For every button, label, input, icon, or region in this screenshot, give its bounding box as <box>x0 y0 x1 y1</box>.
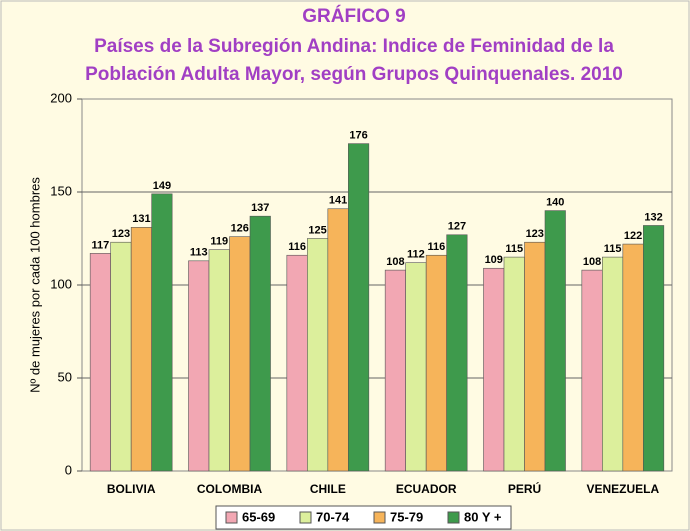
data-label: 122 <box>624 230 642 242</box>
data-label: 123 <box>112 228 130 240</box>
bar <box>327 208 349 472</box>
x-tick-label: COLOMBIA <box>197 482 263 496</box>
data-label: 108 <box>386 256 404 268</box>
bar <box>503 256 525 472</box>
y-tick-label: 200 <box>50 90 72 105</box>
data-label: 131 <box>132 213 150 225</box>
bar <box>307 238 329 472</box>
y-tick-label: 50 <box>58 369 72 384</box>
data-label: 116 <box>428 241 446 253</box>
legend-swatch <box>447 511 460 524</box>
bar <box>188 260 210 472</box>
data-label: 127 <box>448 221 466 233</box>
bar <box>405 262 427 472</box>
data-label: 119 <box>210 236 228 248</box>
data-label: 108 <box>583 256 601 268</box>
legend-swatch <box>299 511 312 524</box>
bar <box>151 193 173 472</box>
data-label: 176 <box>349 130 367 142</box>
x-tick-label: CHILE <box>310 482 346 496</box>
bar <box>446 234 468 472</box>
bar <box>249 215 271 472</box>
legend <box>215 505 512 530</box>
data-label: 137 <box>251 202 269 214</box>
data-label: 123 <box>526 228 544 240</box>
y-tick-label: 100 <box>50 276 72 291</box>
bar <box>544 210 566 472</box>
y-tick-label: 150 <box>50 183 72 198</box>
bar <box>130 227 152 472</box>
data-label: 115 <box>505 243 523 255</box>
data-label: 109 <box>485 254 503 266</box>
data-label: 117 <box>92 239 110 251</box>
y-tick-label: 0 <box>65 462 72 477</box>
x-tick-label: ECUADOR <box>396 482 457 496</box>
data-label: 125 <box>308 224 326 236</box>
bar <box>208 249 230 472</box>
data-label: 132 <box>644 211 662 223</box>
bar <box>384 269 406 472</box>
bar <box>425 254 447 472</box>
y-axis-label: Nº de mujeres por cada 100 hombres <box>27 177 42 393</box>
chart-title: GRÁFICO 9 <box>302 5 405 27</box>
legend-label: 80 Y + <box>464 509 502 524</box>
x-tick-label: BOLIVIA <box>107 482 156 496</box>
bar <box>524 241 546 472</box>
legend-swatch <box>373 511 386 524</box>
bar <box>348 143 370 472</box>
bar <box>602 256 624 472</box>
x-tick-label: PERÚ <box>508 481 541 496</box>
data-label: 116 <box>288 241 306 253</box>
data-label: 112 <box>407 249 425 261</box>
chart-subtitle: Población Adulta Mayor, según Grupos Qui… <box>85 64 623 85</box>
legend-label: 65-69 <box>242 509 275 524</box>
data-label: 140 <box>546 197 564 209</box>
bar <box>622 243 644 472</box>
chart-subtitle: Países de la Subregión Andina: Indice de… <box>94 36 614 57</box>
bar <box>89 253 111 472</box>
legend-label: 70-74 <box>316 509 350 524</box>
bar <box>110 241 132 472</box>
data-label: 113 <box>190 247 208 259</box>
legend-swatch <box>225 511 238 524</box>
data-label: 149 <box>153 180 171 192</box>
bar <box>643 225 665 472</box>
bar <box>229 236 251 472</box>
legend-label: 75-79 <box>390 509 423 524</box>
bar <box>581 269 603 472</box>
data-label: 141 <box>329 195 347 207</box>
data-label: 115 <box>604 243 622 255</box>
bar <box>483 267 505 472</box>
data-label: 126 <box>231 223 249 235</box>
x-tick-label: VENEZUELA <box>586 482 659 496</box>
bar <box>286 254 308 472</box>
